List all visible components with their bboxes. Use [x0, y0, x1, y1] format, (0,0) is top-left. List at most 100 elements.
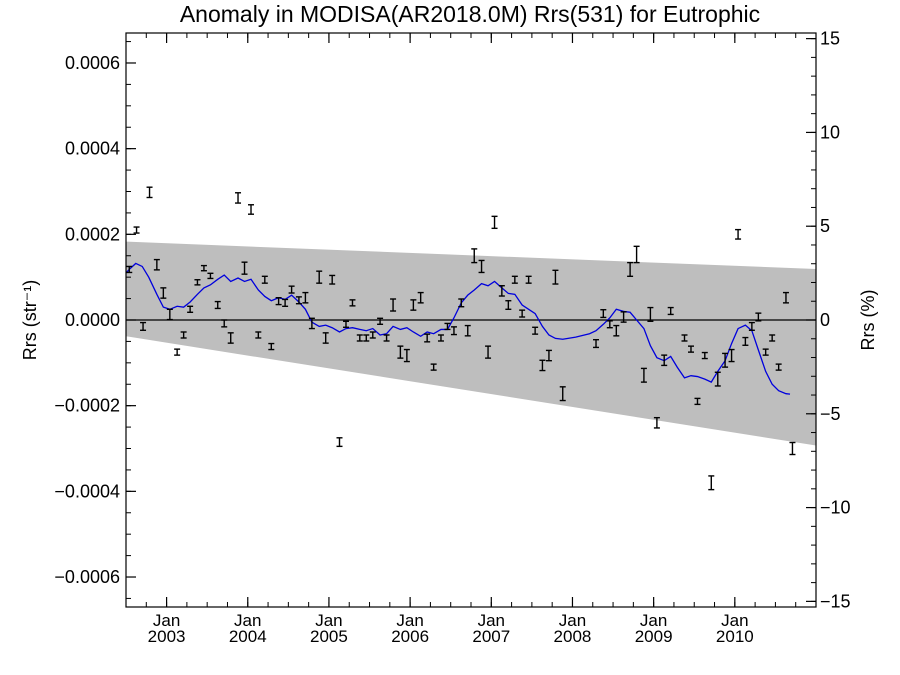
y-left-tick-label: 0.0002 — [65, 224, 120, 244]
y-left-tick-label: 0.0000 — [65, 310, 120, 330]
x-tick-month: Jan — [153, 611, 180, 630]
data-point — [789, 441, 796, 456]
data-point — [214, 300, 221, 310]
data-point — [755, 312, 762, 322]
data-point — [261, 275, 268, 284]
data-point — [450, 326, 457, 336]
data-point — [153, 258, 160, 271]
data-point — [349, 299, 356, 307]
smoothed-line — [126, 262, 791, 395]
data-point — [390, 298, 397, 312]
y-axis-label-right: Rrs (%) — [858, 290, 878, 351]
y-right-tick-label: −10 — [820, 498, 851, 518]
data-point — [633, 245, 640, 264]
data-point — [397, 345, 404, 359]
data-point — [627, 261, 634, 278]
y-right-tick-label: −5 — [820, 404, 841, 424]
data-point — [417, 291, 424, 304]
chart-title: Anomaly in MODISA(AR2018.0M) Rrs(531) fo… — [180, 1, 760, 27]
data-point — [275, 297, 282, 306]
data-point — [336, 437, 343, 448]
data-point — [661, 354, 668, 367]
data-point — [694, 397, 701, 406]
y-left-tick-label: 0.0006 — [65, 53, 120, 73]
data-point — [559, 386, 566, 402]
x-tick-month: Jan — [721, 611, 748, 630]
data-point — [762, 348, 769, 356]
data-point — [519, 309, 526, 318]
data-point — [701, 351, 708, 360]
data-point — [342, 320, 349, 328]
data-point — [174, 348, 181, 356]
data-point — [356, 334, 363, 342]
x-tick-month: Jan — [559, 611, 586, 630]
y-left-tick-label: −0.0002 — [54, 396, 120, 416]
data-point — [383, 334, 390, 342]
x-tick-year: 2003 — [148, 627, 186, 646]
data-point — [505, 300, 512, 310]
data-point — [268, 342, 275, 351]
data-point — [485, 345, 492, 359]
data-point — [471, 248, 478, 264]
data-point — [160, 287, 167, 299]
data-point — [377, 317, 384, 325]
data-point — [593, 339, 600, 349]
data-point — [227, 332, 234, 344]
data-point — [728, 348, 735, 363]
data-point — [187, 305, 194, 313]
data-point — [653, 416, 660, 429]
data-point — [782, 291, 789, 304]
data-point — [600, 309, 607, 319]
y-left-tick-label: −0.0004 — [54, 481, 120, 501]
data-point — [194, 279, 201, 286]
data-point — [640, 367, 647, 383]
x-tick-month: Jan — [640, 611, 667, 630]
x-tick-month: Jan — [315, 611, 342, 630]
data-point — [282, 298, 289, 307]
data-point — [126, 265, 133, 274]
data-point — [403, 348, 410, 363]
data-point — [532, 326, 539, 335]
data-point — [133, 226, 140, 234]
data-point — [620, 311, 627, 323]
y-right-tick-label: 15 — [820, 29, 840, 49]
data-point — [464, 324, 471, 337]
x-tick-year: 2006 — [391, 627, 429, 646]
data-point — [498, 285, 505, 297]
x-tick-year: 2004 — [229, 627, 267, 646]
data-point — [742, 336, 749, 346]
data-point — [255, 331, 262, 339]
y-right-tick-label: 5 — [820, 216, 830, 236]
data-point — [458, 298, 465, 308]
data-point — [552, 269, 559, 285]
data-point — [295, 296, 302, 305]
data-point — [235, 192, 242, 204]
data-point — [329, 274, 336, 285]
data-point — [248, 204, 255, 215]
y-right-tick-label: 0 — [820, 310, 830, 330]
x-tick-year: 2005 — [310, 627, 348, 646]
data-point — [722, 352, 729, 368]
data-point — [545, 349, 552, 362]
y-left-tick-label: −0.0006 — [54, 567, 120, 587]
data-point — [769, 334, 776, 342]
data-point — [207, 272, 214, 280]
data-point — [288, 285, 295, 294]
x-tick-year: 2010 — [716, 627, 754, 646]
data-point — [322, 332, 329, 344]
y-left-tick-label: 0.0004 — [65, 139, 120, 159]
data-point — [775, 363, 782, 371]
data-point — [491, 215, 498, 230]
data-point — [748, 321, 755, 331]
data-point — [667, 306, 674, 316]
data-point — [221, 319, 228, 328]
data-point — [478, 259, 485, 274]
data-point — [180, 331, 187, 339]
data-point — [708, 475, 715, 491]
data-point — [302, 291, 309, 304]
data-point — [146, 186, 153, 199]
data-point — [369, 331, 376, 339]
y-right-tick-label: 10 — [820, 122, 840, 142]
x-tick-year: 2007 — [472, 627, 510, 646]
data-point — [647, 306, 654, 322]
